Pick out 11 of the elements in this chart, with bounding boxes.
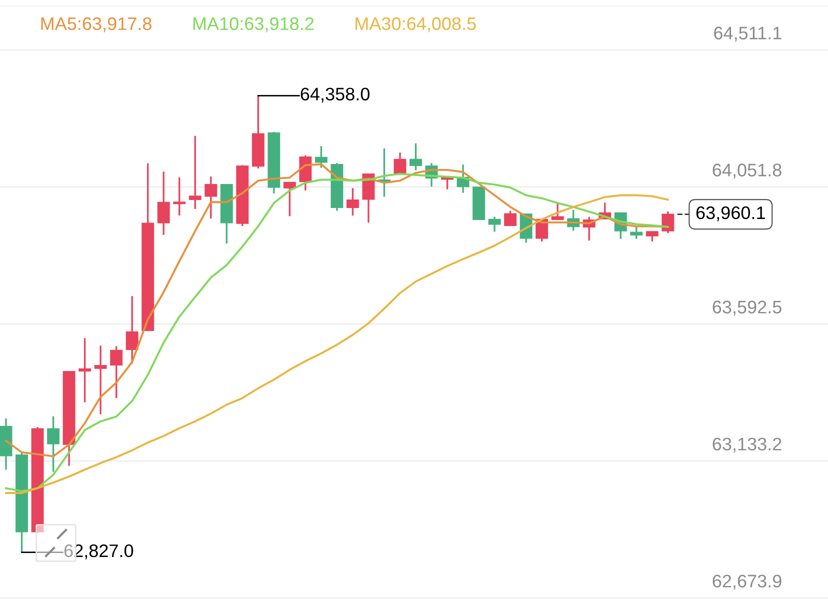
annotation: 62,827.0 (64, 544, 134, 560)
ref-line-label: 63,960.1 (696, 206, 765, 222)
y-tick-label: 63,592.5 (712, 300, 782, 316)
y-tick-label: 63,133.2 (712, 438, 782, 453)
y-tick-label: 64,051.8 (712, 164, 782, 179)
text: MA10:63,918.2 (193, 17, 314, 32)
y-tick-label: 62,673.9 (712, 574, 782, 590)
text: MA5:63,917.8 (41, 17, 152, 32)
text: MA30:64,008.5 (356, 17, 476, 32)
annotation: 64,358.0 (300, 88, 370, 103)
y-tick-label: 64,511.1 (714, 26, 782, 42)
